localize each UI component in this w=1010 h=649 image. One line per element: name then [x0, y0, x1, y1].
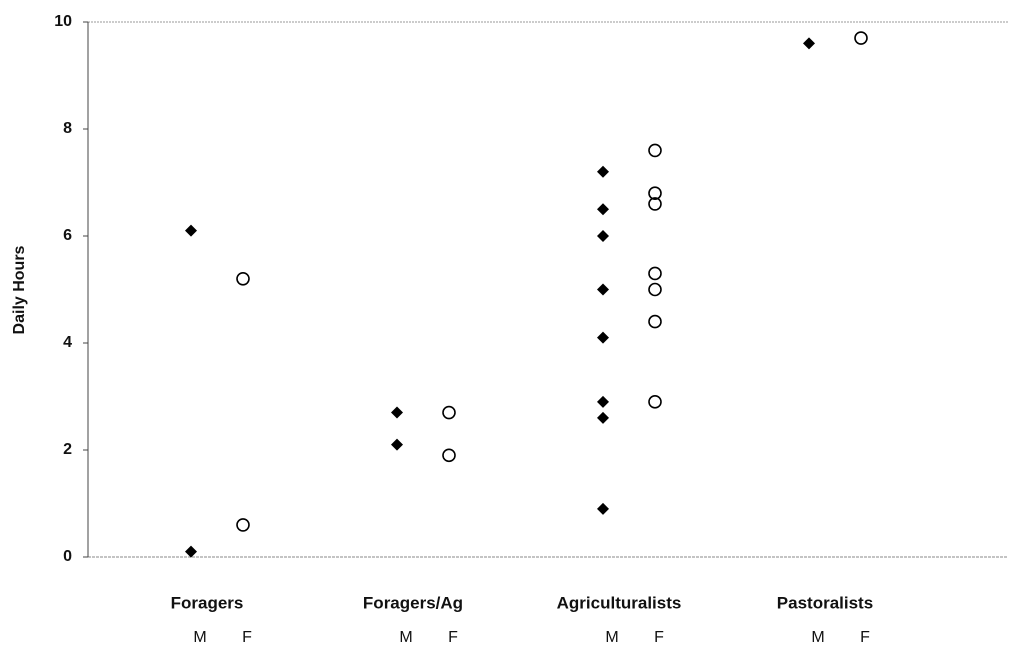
female-point	[854, 31, 868, 45]
male-point	[597, 165, 609, 178]
male-point	[597, 395, 609, 408]
male-point	[597, 230, 609, 242]
male-point	[597, 331, 609, 344]
sub-label: M	[605, 629, 618, 646]
female-point	[648, 266, 662, 281]
female-point	[442, 448, 456, 463]
sub-label: M	[811, 629, 824, 646]
female-point	[648, 197, 662, 211]
y-tick-label: 10	[54, 13, 72, 30]
male-point	[391, 406, 403, 419]
sub-label: F	[242, 629, 252, 646]
y-tick-label: 6	[63, 227, 72, 244]
female-point	[648, 314, 662, 329]
female-point	[648, 282, 662, 297]
y-tick-label: 2	[63, 441, 72, 458]
y-tick-label: 0	[63, 548, 72, 565]
sub-label: F	[448, 629, 458, 646]
female-point	[648, 395, 662, 409]
female-point	[236, 271, 250, 286]
y-tick-label: 4	[63, 334, 72, 351]
male-point	[391, 438, 403, 451]
category-label: Foragers/Ag	[363, 593, 463, 612]
category-label: Agriculturalists	[557, 593, 682, 612]
male-point	[185, 545, 197, 558]
sub-label: F	[654, 629, 664, 646]
sub-label: M	[399, 629, 412, 646]
female-point	[236, 518, 250, 532]
male-point	[803, 37, 815, 50]
male-point	[597, 411, 609, 424]
male-point	[597, 502, 609, 515]
male-point	[597, 283, 609, 296]
female-point	[648, 143, 662, 158]
sub-label: F	[860, 629, 870, 646]
male-point	[597, 203, 609, 216]
female-point	[442, 405, 456, 420]
female-point	[648, 186, 662, 200]
y-axis-label: Daily Hours	[11, 245, 28, 334]
sub-label: M	[193, 629, 206, 646]
category-label: Pastoralists	[777, 593, 873, 612]
category-label: Foragers	[171, 593, 244, 612]
y-tick-label: 8	[63, 120, 72, 137]
male-point	[185, 224, 197, 237]
